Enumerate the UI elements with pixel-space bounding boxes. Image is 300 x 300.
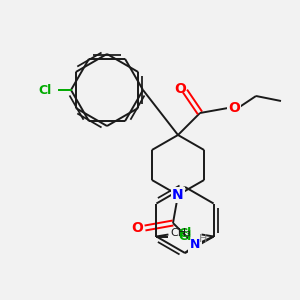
Text: CH₃: CH₃ bbox=[171, 229, 192, 238]
Text: N: N bbox=[172, 188, 184, 202]
Text: H: H bbox=[199, 234, 207, 244]
Text: O: O bbox=[228, 101, 240, 115]
Text: N: N bbox=[190, 238, 200, 251]
Text: Cl: Cl bbox=[178, 230, 192, 243]
Text: O: O bbox=[131, 221, 143, 235]
Text: Cl: Cl bbox=[39, 83, 52, 97]
Text: O: O bbox=[174, 82, 186, 96]
Text: Cl: Cl bbox=[178, 227, 192, 240]
